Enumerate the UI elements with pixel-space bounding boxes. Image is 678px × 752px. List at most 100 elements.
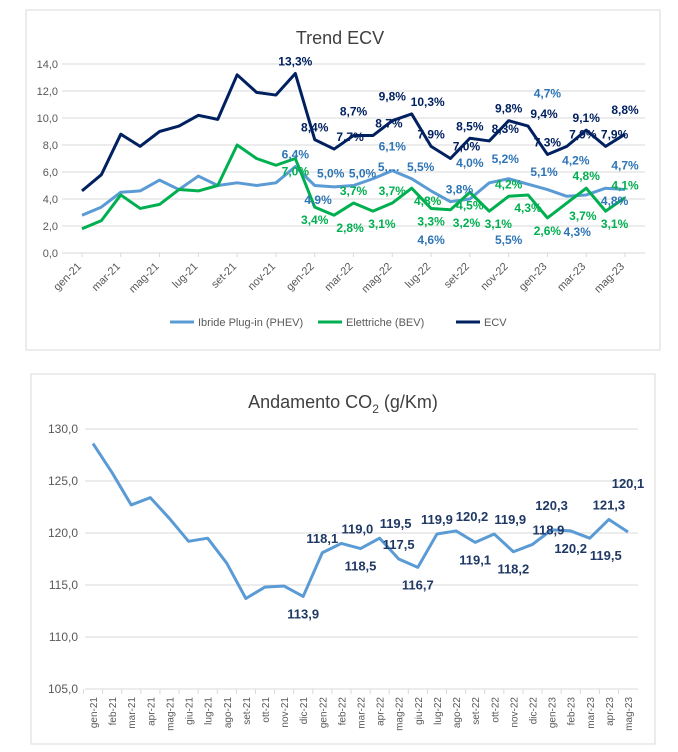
x-tick-label: nov-22 [509,697,520,728]
data-label: 117,5 [383,537,415,552]
x-tick-label: ago-21 [223,697,234,729]
data-label: 5,1% [530,165,558,179]
data-label: 113,9 [287,606,319,621]
x-tick-label: apr-23 [605,697,616,726]
data-label: 4,1% [611,179,639,193]
data-label: 120,3 [535,498,568,513]
x-tick-label: giu-22 [414,697,425,725]
x-tick-label: ott-22 [490,697,501,723]
data-label: 3,4% [301,213,329,227]
data-label: 119,5 [380,516,412,531]
y-tick-label: 105,0 [48,682,78,696]
data-label: 5,… [378,160,400,174]
data-label: 119,5 [590,548,622,563]
data-label: 8,5% [456,119,484,133]
data-label: 121,3 [593,497,626,512]
chart-co2: 105,0 110,0 115,0 120,0 125,0 130,0 gen-21 feb-… [48,422,644,731]
x-tick-label: dic-22 [528,697,539,725]
data-label: 8,4% [301,121,329,135]
x-tick-label: ago-22 [452,697,463,729]
data-label: 9,4% [530,107,558,121]
data-label: 118,2 [497,562,529,577]
chart-ecv-frame [25,9,661,351]
y-tick-label: 115,0 [49,578,78,592]
data-label: 3,1% [485,217,513,231]
data-label: 9,8% [495,102,523,116]
x-tick-label: giu-21 [185,697,196,725]
data-label: 119,9 [494,512,526,527]
x-tick-label: mag-22 [395,697,406,731]
data-label: 120,2 [554,541,587,556]
data-label: 4,8% [414,194,442,208]
data-label: 116,7 [402,577,434,592]
data-label: 8,8% [611,103,639,117]
data-label: 3,8% [446,183,474,197]
data-label: 4,5% [456,198,484,212]
x-tick-label: mag-21 [165,697,176,731]
data-label: 3,1% [368,217,396,231]
data-label: 5,5% [407,160,435,174]
x-tick-label: feb-23 [567,697,578,726]
legend-label: ECV [484,317,507,329]
y-tick-label: 130,0 [48,422,78,436]
data-label: 4,8% [573,169,601,183]
x-tick-label: lug-21 [204,697,215,725]
x-tick-label: feb-21 [108,697,119,726]
data-label: 2,6% [534,224,562,238]
data-label: 7,0% [453,140,481,154]
x-tick-label: mar-21 [127,697,138,729]
chart-co2-title: Andamento CO2 (g/Km) [248,392,438,416]
x-tick-label: mar-22 [357,697,368,729]
data-label: 3,7% [379,184,407,198]
data-label: 5,2% [492,152,520,166]
x-tick-label: apr-22 [376,697,387,726]
x-tick-label: mar-23 [586,697,597,729]
data-label: 7,9% [601,127,629,141]
legend-label: Elettriche (BEV) [346,317,424,329]
data-label: 7,3% [534,135,562,149]
x-tick-label: ott-21 [261,697,272,723]
data-label: 3,7% [340,184,368,198]
data-label: 5,0% [317,167,345,181]
x-tick-label: apr-21 [146,697,157,726]
data-label: 118,5 [345,559,377,574]
data-label: 118,1 [306,531,338,546]
data-label: 4,9% [304,193,332,207]
data-label: 9,1% [573,111,601,125]
x-tick-label: set-21 [242,697,253,725]
chart-ecv-title: Trend ECV [296,28,384,48]
data-label: 119,9 [421,512,453,527]
data-label: 3,7% [569,209,597,223]
data-label: 8,7% [340,105,368,119]
legend-label: Ibride Plug-in (PHEV) [198,317,303,329]
x-tick-label: dic-21 [299,697,310,725]
data-label: 9,8% [379,90,407,104]
data-label: 2,8% [336,221,364,235]
data-label: 119,1 [459,552,491,567]
data-label: 5,0% [349,167,377,181]
y-tick-label: 0,0 [43,248,58,260]
data-label: 7,7% [336,130,364,144]
data-label: 4,7% [611,159,639,173]
data-label: 7,9% [569,127,597,141]
data-label: 118,9 [533,522,565,537]
data-label: 120,2 [456,509,489,524]
y-tick-label: 14,0 [37,59,58,71]
data-label: 6,1% [379,140,407,154]
y-tick-label: 4,0 [43,194,58,206]
data-label: 7,9% [417,127,445,141]
chart-co2-frame [30,373,656,745]
x-tick-label: lug-22 [433,697,444,725]
y-tick-label: 6,0 [43,167,58,179]
data-label: 4,2% [495,177,523,191]
data-label: 13,3% [278,54,312,68]
x-tick-label: set-22 [471,697,482,725]
data-label: 4,3% [564,225,592,239]
data-label: 8,3% [492,122,520,136]
data-label: 3,1% [601,217,629,231]
data-label: 4,2% [562,153,590,167]
data-label: 3,2% [453,216,481,230]
data-label: 4,7% [534,87,562,101]
